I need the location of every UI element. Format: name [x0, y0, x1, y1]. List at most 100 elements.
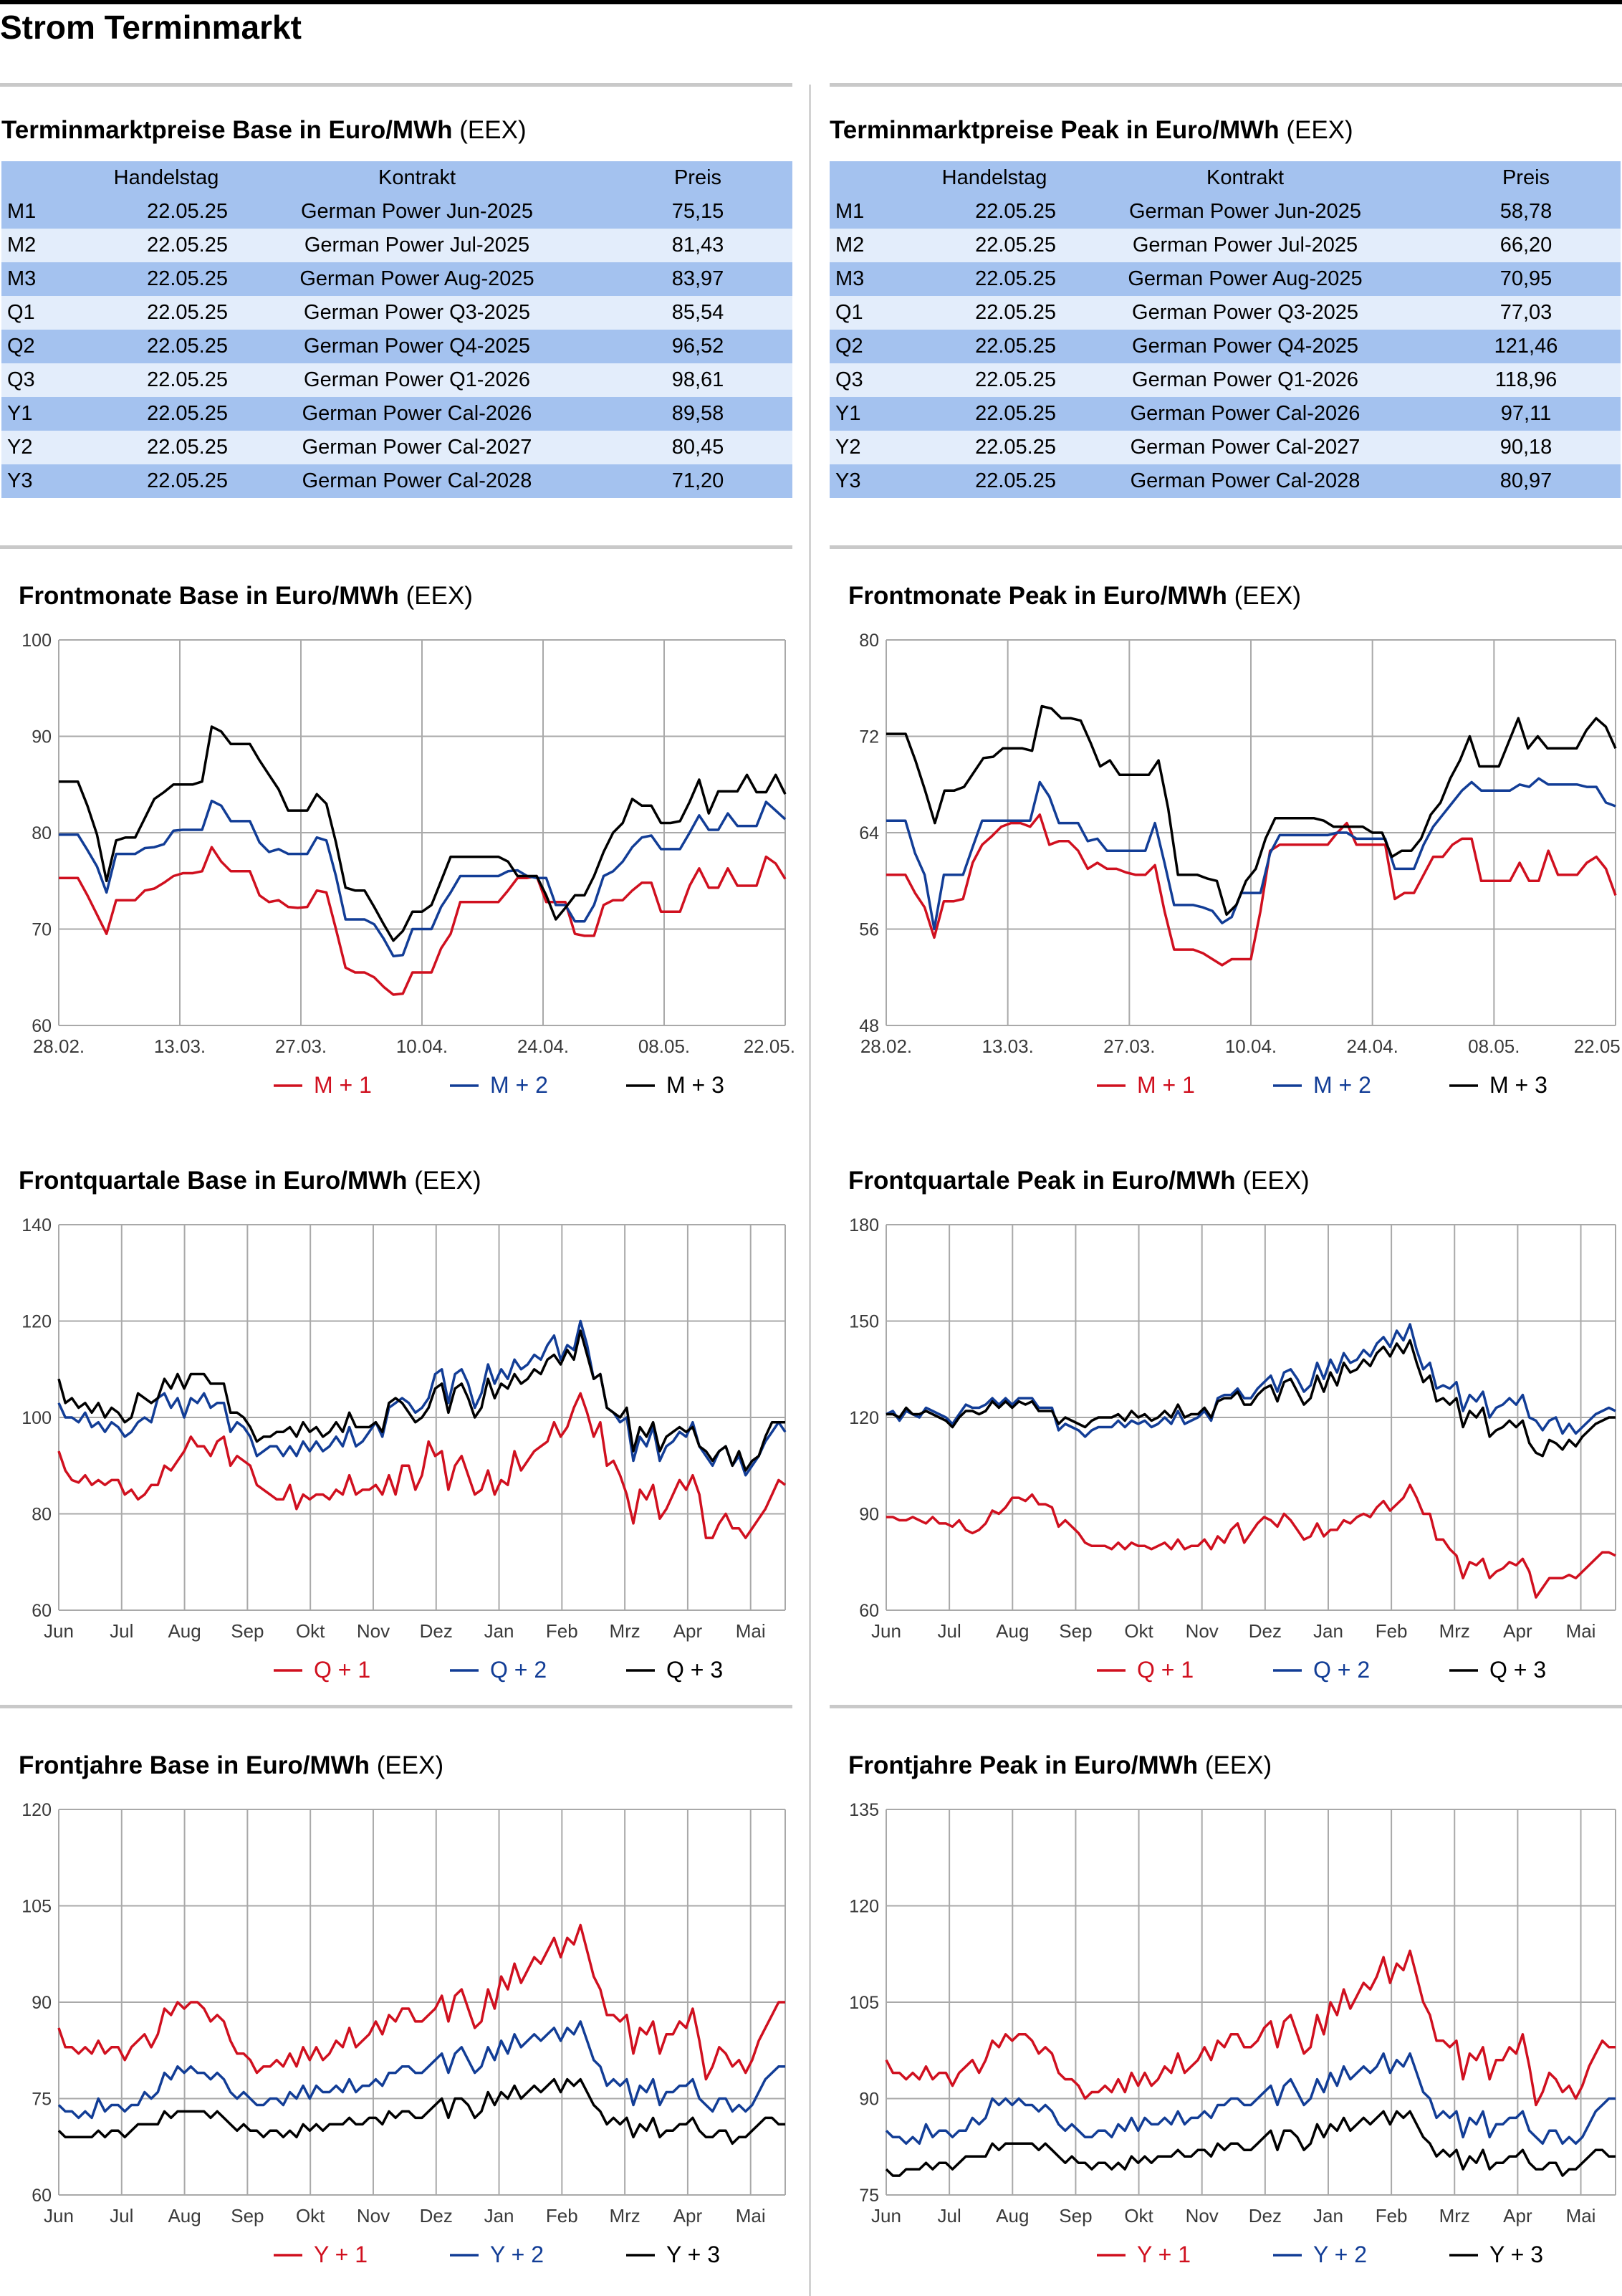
x-tick-label: 13.03.: [154, 1035, 206, 1057]
y-tick-label: 90: [859, 2090, 879, 2110]
y-tick-label: 120: [21, 1312, 52, 1332]
x-tick-label: 10.04.: [1225, 1035, 1277, 1057]
x-tick-label: Mrz: [1439, 2205, 1470, 2226]
trade-date-cell: 22.05.25: [102, 363, 231, 397]
table-row: Y1 22.05.25 German Power Cal-2026 89,58: [1, 397, 792, 431]
x-tick-label: Nov: [1186, 2205, 1219, 2226]
series-line-2: [886, 1323, 1616, 1438]
contract-id-cell: Q2: [830, 330, 930, 363]
chart-title: Frontmonate Peak in Euro/MWh (EEX): [848, 582, 1302, 610]
top-rule: [0, 0, 1622, 4]
y-tick-label: 80: [859, 631, 879, 651]
contract-name-cell: German Power Jul-2025: [231, 229, 603, 262]
contract-name-cell: German Power Cal-2028: [1059, 464, 1431, 498]
legend-label: Y + 1: [1137, 2242, 1191, 2267]
x-tick-label: Sep: [1059, 2205, 1092, 2226]
x-tick-label: Mrz: [609, 2205, 640, 2226]
price-cell: 66,20: [1431, 229, 1621, 262]
chart-title: Frontquartale Peak in Euro/MWh (EEX): [848, 1167, 1310, 1195]
x-tick-label: Aug: [996, 2205, 1029, 2226]
table-header-contract: Kontrakt: [1059, 161, 1431, 195]
table-row: Q3 22.05.25 German Power Q1-2026 98,61: [1, 363, 792, 397]
contract-name-cell: German Power Q4-2025: [231, 330, 603, 363]
price-cell: 70,95: [1431, 262, 1621, 296]
table-row: Q3 22.05.25 German Power Q1-2026 118,96: [830, 363, 1621, 397]
series-line-2: [59, 799, 787, 957]
y-tick-label: 90: [32, 727, 52, 747]
legend-label: Q + 3: [1489, 1657, 1546, 1683]
x-tick-label: Aug: [168, 2205, 201, 2226]
x-tick-label: Jul: [110, 1620, 133, 1642]
table-header-date: Handelstag: [930, 161, 1059, 195]
series-line-3: [57, 2077, 785, 2146]
x-tick-label: 27.03.: [275, 1035, 327, 1057]
x-tick-label: Okt: [296, 2205, 325, 2226]
legend-label: Y + 3: [1489, 2242, 1543, 2267]
x-tick-label: Jul: [110, 2205, 133, 2226]
section-divider: [830, 1705, 1622, 1708]
x-tick-label: Jan: [484, 2205, 514, 2226]
x-tick-label: 28.02.: [860, 1035, 912, 1057]
x-tick-label: Feb: [1376, 1620, 1408, 1642]
contract-name-cell: German Power Q3-2025: [1059, 296, 1431, 330]
y-tick-label: 60: [32, 1601, 52, 1621]
trade-date-cell: 22.05.25: [930, 363, 1059, 397]
contract-id-cell: Y3: [830, 464, 930, 498]
x-tick-label: 24.04.: [517, 1035, 569, 1057]
section-divider: [830, 83, 1622, 87]
table-header-date: Handelstag: [102, 161, 231, 195]
x-tick-label: Jan: [484, 1620, 514, 1642]
table-row: Y3 22.05.25 German Power Cal-2028 80,97: [830, 464, 1621, 498]
series-line-3: [886, 704, 1617, 917]
contract-name-cell: German Power Q3-2025: [231, 296, 603, 330]
y-tick-label: 75: [859, 2186, 879, 2206]
y-tick-label: 70: [32, 920, 52, 940]
price-cell: 80,97: [1431, 464, 1621, 498]
trade-date-cell: 22.05.25: [930, 262, 1059, 296]
contract-id-cell: Q2: [1, 330, 102, 363]
contract-name-cell: German Power Cal-2027: [1059, 431, 1431, 464]
price-cell: 75,15: [603, 195, 792, 229]
x-tick-label: Dez: [420, 1620, 453, 1642]
x-tick-label: Jul: [938, 2205, 961, 2226]
price-cell: 90,18: [1431, 431, 1621, 464]
trade-date-cell: 22.05.25: [930, 397, 1059, 431]
x-tick-label: Nov: [1186, 1620, 1219, 1642]
y-tick-label: 60: [32, 2186, 52, 2206]
contract-id-cell: Q3: [1, 363, 102, 397]
contract-id-cell: Y3: [1, 464, 102, 498]
contract-name-cell: German Power Cal-2028: [231, 464, 603, 498]
contract-id-cell: M2: [1, 229, 102, 262]
x-tick-label: Dez: [420, 2205, 453, 2226]
y-tick-label: 72: [859, 727, 879, 747]
y-tick-label: 56: [859, 920, 879, 940]
contract-id-cell: Y2: [1, 431, 102, 464]
legend-label: Y + 2: [490, 2242, 544, 2267]
contract-name-cell: German Power Aug-2025: [1059, 262, 1431, 296]
price-cell: 85,54: [603, 296, 792, 330]
series-line-3: [886, 1339, 1616, 1458]
table-row: M3 22.05.25 German Power Aug-2025 83,97: [1, 262, 792, 296]
trade-date-cell: 22.05.25: [102, 330, 231, 363]
contract-name-cell: German Power Q4-2025: [1059, 330, 1431, 363]
series-line-1: [886, 1483, 1616, 1599]
x-tick-label: Sep: [231, 1620, 264, 1642]
series-line-1: [885, 1949, 1616, 2107]
y-tick-label: 105: [21, 1897, 52, 1917]
x-tick-label: 08.05.: [638, 1035, 690, 1057]
price-cell: 58,78: [1431, 195, 1621, 229]
series-line-1: [57, 1392, 787, 1539]
x-tick-label: Apr: [1503, 1620, 1532, 1642]
contract-name-cell: German Power Cal-2026: [231, 397, 603, 431]
x-tick-label: Jul: [938, 1620, 961, 1642]
chart-title: Frontmonate Base in Euro/MWh (EEX): [19, 582, 473, 610]
contract-name-cell: German Power Q1-2026: [231, 363, 603, 397]
x-tick-label: Aug: [996, 1620, 1029, 1642]
x-tick-label: 08.05.: [1468, 1035, 1520, 1057]
trade-date-cell: 22.05.25: [102, 296, 231, 330]
section-divider: [0, 545, 792, 549]
table-row: M3 22.05.25 German Power Aug-2025 70,95: [830, 262, 1621, 296]
